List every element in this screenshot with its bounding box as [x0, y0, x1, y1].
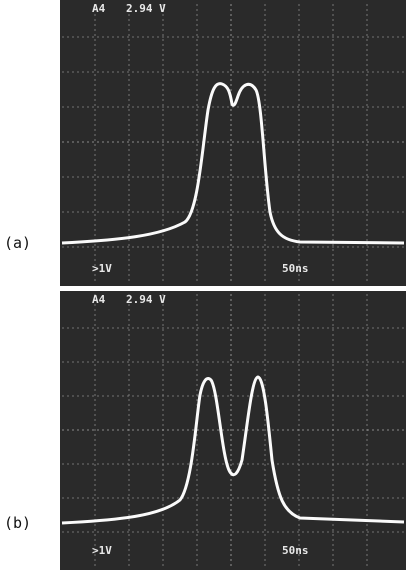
channel: A4 — [92, 293, 106, 306]
panel-label: (b) — [4, 514, 31, 532]
panel-label: (a) — [4, 234, 31, 252]
time-div: 50ns — [282, 544, 309, 557]
level: 2.94 V — [126, 293, 166, 306]
trace — [61, 375, 405, 525]
scope-panel-a: A4 2.94 V >1V 50ns — [60, 0, 406, 286]
volts-div: >1V — [92, 544, 112, 557]
level: 2.94 V — [126, 2, 166, 15]
trace — [61, 82, 405, 245]
channel: A4 — [92, 2, 106, 15]
time-div: 50ns — [282, 262, 309, 275]
screen — [60, 291, 406, 570]
graticule — [62, 294, 404, 568]
volts-div: >1V — [92, 262, 112, 275]
scope-panel-b: A4 2.94 V >1V 50ns — [60, 291, 406, 570]
graticule — [62, 4, 404, 284]
